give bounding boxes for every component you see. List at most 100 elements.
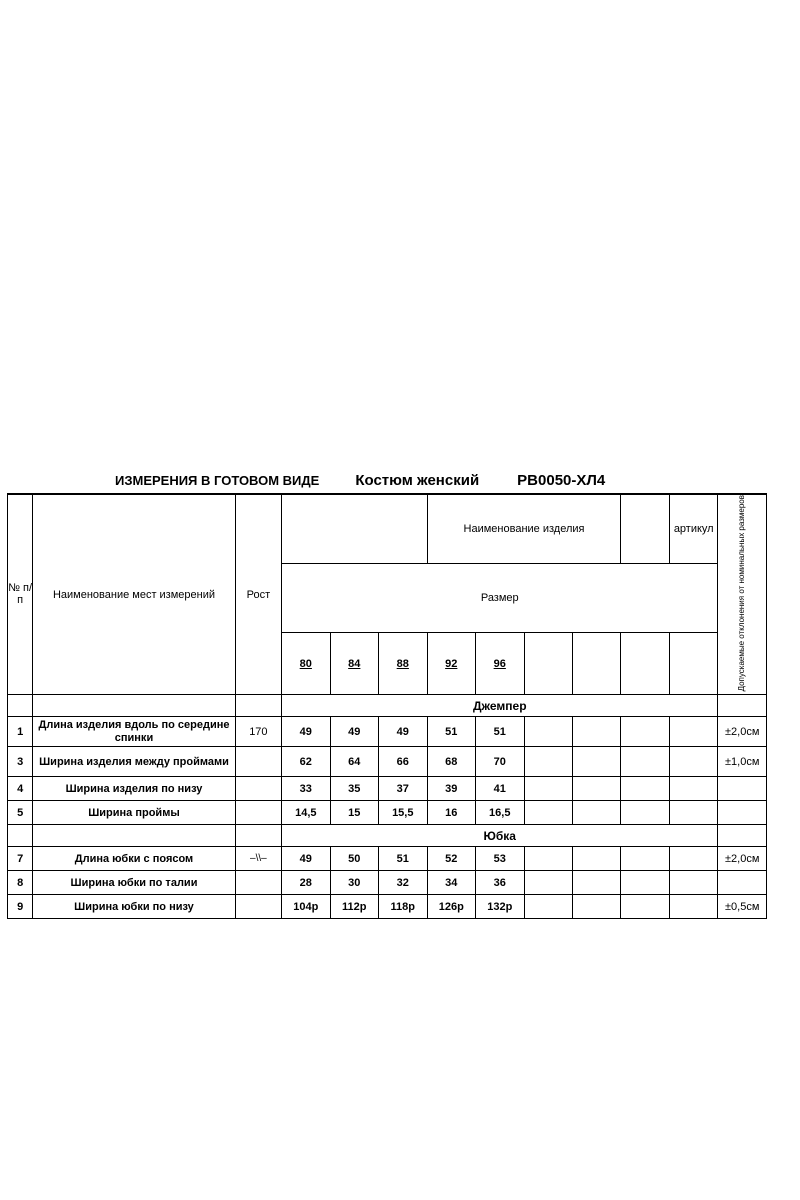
row-val: 49 <box>282 717 330 747</box>
size-7 <box>621 632 669 695</box>
row-val <box>669 801 717 825</box>
row-val: 104р <box>282 895 330 919</box>
row-tol: ±2,0см <box>718 847 767 871</box>
row-val: 16 <box>427 801 475 825</box>
size-1: 84 <box>330 632 378 695</box>
table-row: 4 Ширина изделия по низу 33 35 37 39 41 <box>8 777 767 801</box>
section-row: Джемпер <box>8 695 767 717</box>
row-tol: ±1,0см <box>718 747 767 777</box>
row-num: 9 <box>8 895 33 919</box>
row-tol <box>718 871 767 895</box>
row-rost <box>235 801 281 825</box>
section-title-0: Джемпер <box>282 695 718 717</box>
row-val: 28 <box>282 871 330 895</box>
hdr-product-sub: Наименование изделия <box>427 495 621 564</box>
row-val <box>524 895 572 919</box>
title-product: Костюм женский <box>319 472 479 489</box>
size-8 <box>669 632 717 695</box>
row-val: 39 <box>427 777 475 801</box>
row-val <box>669 777 717 801</box>
row-val <box>524 871 572 895</box>
row-val <box>524 747 572 777</box>
row-tol <box>718 777 767 801</box>
row-val: 14,5 <box>282 801 330 825</box>
row-val: 50 <box>330 847 378 871</box>
row-name: Ширина юбки по талии <box>33 871 235 895</box>
row-val <box>572 747 621 777</box>
table-row: 5 Ширина проймы 14,5 15 15,5 16 16,5 <box>8 801 767 825</box>
size-3: 92 <box>427 632 475 695</box>
row-val: 34 <box>427 871 475 895</box>
row-val <box>621 747 669 777</box>
row-val: 51 <box>476 717 524 747</box>
row-val: 36 <box>476 871 524 895</box>
section-title-1: Юбка <box>282 825 718 847</box>
row-num: 7 <box>8 847 33 871</box>
row-val: 62 <box>282 747 330 777</box>
hdr-tolerance: Допускаемые отклонения от номинальных ра… <box>718 495 767 695</box>
size-6 <box>572 632 621 695</box>
row-val <box>621 847 669 871</box>
row-val: 33 <box>282 777 330 801</box>
table-row: 7 Длина юбки с поясом –\\– 49 50 51 52 5… <box>8 847 767 871</box>
table-row: 9 Ширина юбки по низу 104р 112р 118р 126… <box>8 895 767 919</box>
row-val <box>669 847 717 871</box>
row-val <box>669 871 717 895</box>
row-val: 41 <box>476 777 524 801</box>
row-val: 64 <box>330 747 378 777</box>
row-val <box>524 777 572 801</box>
row-name: Длина изделия вдоль по середине спинки <box>33 717 235 747</box>
section-row: Юбка <box>8 825 767 847</box>
row-val: 118р <box>379 895 428 919</box>
row-val <box>621 801 669 825</box>
row-val: 35 <box>330 777 378 801</box>
row-val: 132р <box>476 895 524 919</box>
row-val: 15,5 <box>379 801 428 825</box>
size-2: 88 <box>379 632 428 695</box>
row-val: 66 <box>379 747 428 777</box>
row-val: 49 <box>330 717 378 747</box>
row-val <box>572 777 621 801</box>
row-val: 53 <box>476 847 524 871</box>
row-val: 15 <box>330 801 378 825</box>
row-tol: ±0,5см <box>718 895 767 919</box>
size-0: 80 <box>282 632 330 695</box>
row-val <box>572 717 621 747</box>
row-val: 70 <box>476 747 524 777</box>
row-rost <box>235 871 281 895</box>
row-val: 51 <box>427 717 475 747</box>
row-val: 16,5 <box>476 801 524 825</box>
size-5 <box>524 632 572 695</box>
table-row: 3 Ширина изделия между проймами 62 64 66… <box>8 747 767 777</box>
row-rost <box>235 747 281 777</box>
row-name: Ширина изделия между проймами <box>33 747 235 777</box>
row-num: 8 <box>8 871 33 895</box>
row-val <box>669 717 717 747</box>
row-val <box>669 895 717 919</box>
hdr-name: Наименование мест измерений <box>33 495 235 695</box>
row-val <box>524 717 572 747</box>
row-val <box>669 747 717 777</box>
row-val <box>621 777 669 801</box>
row-name: Длина юбки с поясом <box>33 847 235 871</box>
table-row: 8 Ширина юбки по талии 28 30 32 34 36 <box>8 871 767 895</box>
row-rost <box>235 895 281 919</box>
row-val: 30 <box>330 871 378 895</box>
row-val: 51 <box>379 847 428 871</box>
table-row: 1 Длина изделия вдоль по середине спинки… <box>8 717 767 747</box>
row-name: Ширина юбки по низу <box>33 895 235 919</box>
row-val: 126р <box>427 895 475 919</box>
row-rost: –\\– <box>235 847 281 871</box>
header-row-1: № п/п Наименование мест измерений Рост Н… <box>8 495 767 564</box>
row-val <box>621 717 669 747</box>
row-val <box>572 871 621 895</box>
row-num: 1 <box>8 717 33 747</box>
title-code: РВ0050-ХЛ4 <box>479 472 605 489</box>
row-name: Ширина проймы <box>33 801 235 825</box>
row-val <box>572 847 621 871</box>
row-num: 4 <box>8 777 33 801</box>
row-rost <box>235 777 281 801</box>
row-val: 68 <box>427 747 475 777</box>
row-num: 5 <box>8 801 33 825</box>
row-num: 3 <box>8 747 33 777</box>
